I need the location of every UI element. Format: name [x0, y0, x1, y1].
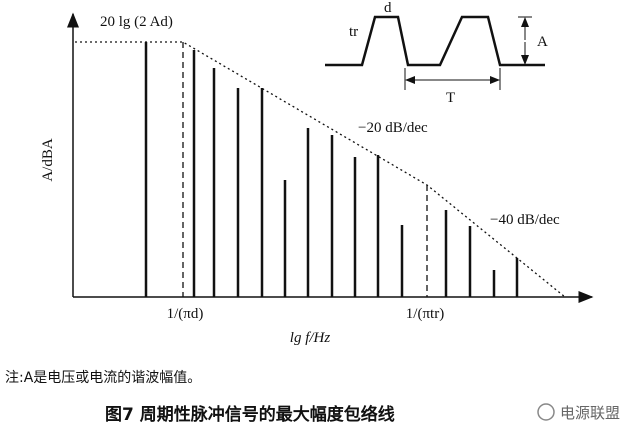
period-label: T	[446, 90, 455, 106]
note: 注:A是电压或电流的谐波幅值。	[5, 370, 201, 386]
amplitude-label: A	[537, 34, 548, 50]
slope-label: −40 dB/dec	[490, 212, 560, 228]
watermark-icon	[537, 403, 555, 421]
x-axis-label: lg f/Hz	[290, 330, 331, 346]
corner-label: 1/(πtr)	[406, 306, 444, 322]
caption: 图7 周期性脉冲信号的最大幅度包络线	[105, 404, 395, 425]
watermark: 电源联盟	[560, 404, 620, 422]
corner-label: 1/(πd)	[167, 306, 204, 322]
y-axis-label: A/dBA	[40, 138, 56, 182]
rise-label: tr	[349, 24, 358, 40]
slope-label: −20 dB/dec	[358, 120, 428, 136]
harmonics	[144, 42, 519, 297]
top-level-label: 20 lg (2 Ad)	[100, 14, 173, 30]
pulse-waveform	[325, 15, 545, 67]
width-label: d	[384, 0, 392, 16]
